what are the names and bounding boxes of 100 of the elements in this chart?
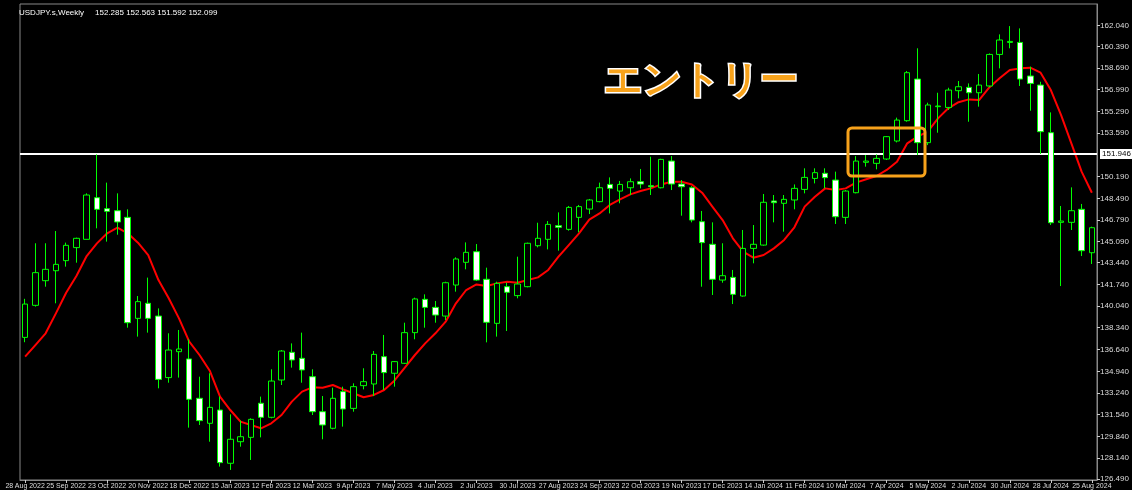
- candlestick: [524, 242, 531, 288]
- y-tick-label: 133.240: [1100, 388, 1130, 398]
- candlestick: [955, 80, 962, 99]
- candlestick: [514, 256, 521, 299]
- candlestick: [822, 167, 828, 189]
- candlestick: [781, 194, 787, 233]
- y-tick-label: 146.790: [1100, 215, 1130, 225]
- candlestick: [299, 332, 305, 384]
- y-tick-label: 155.290: [1100, 106, 1130, 116]
- candlestick: [863, 154, 869, 168]
- candlestick: [504, 282, 510, 332]
- candlestick: [350, 382, 357, 413]
- candlestick: [278, 349, 285, 386]
- candlestick: [709, 221, 716, 296]
- candlestick: [83, 192, 90, 240]
- candlestick: [1027, 66, 1034, 112]
- candlestick: [791, 183, 798, 210]
- y-tick-label: 145.090: [1100, 236, 1130, 246]
- candlestick: [165, 332, 172, 384]
- y-tick-label: 141.740: [1100, 279, 1130, 289]
- candlestick: [268, 368, 275, 419]
- candlestick: [330, 387, 336, 430]
- y-tick-label: 134.940: [1100, 366, 1130, 376]
- y-tick-label: 126.490: [1100, 474, 1130, 484]
- candlestick: [340, 386, 346, 428]
- candlestick: [648, 156, 654, 196]
- chart-subtitle: 152.285 152.563 151.592 152.099: [95, 7, 218, 17]
- candlestick: [730, 269, 736, 305]
- candlestick: [227, 413, 234, 471]
- candlestick: [217, 396, 223, 468]
- candlestick: [873, 153, 880, 170]
- candlestick: [566, 205, 572, 232]
- candlestick: [740, 229, 746, 298]
- candlestick: [945, 87, 952, 111]
- y-tick-label: 158.690: [1100, 63, 1130, 73]
- candlestick: [237, 420, 244, 448]
- candlestick: [422, 293, 428, 329]
- candlestick: [124, 208, 131, 329]
- candlestick: [1058, 205, 1064, 287]
- candlestick: [63, 242, 69, 268]
- candlestick: [258, 396, 264, 438]
- candlestick: [155, 307, 162, 389]
- candlestick: [966, 82, 972, 123]
- candlestick: [360, 367, 367, 390]
- candlestick: [535, 222, 541, 248]
- candlestick: [145, 277, 151, 334]
- candlestick: [996, 33, 1003, 69]
- candlestick: [627, 177, 634, 196]
- candlestick: [986, 52, 993, 88]
- candlestick: [196, 376, 203, 426]
- candlestick: [32, 242, 39, 308]
- candlestick: [42, 242, 49, 288]
- candlestick: [586, 198, 593, 215]
- candlestick: [73, 237, 80, 264]
- candlestick: [104, 182, 110, 243]
- annotation: エントリー: [603, 56, 798, 101]
- candlestick: [371, 350, 377, 397]
- candlestick: [637, 168, 644, 189]
- candlestick: [135, 295, 141, 338]
- y-tick-label: 138.340: [1100, 323, 1130, 333]
- candlestick: [1017, 27, 1023, 87]
- candlestick: [1089, 226, 1095, 265]
- candlestick: [391, 360, 398, 388]
- candlestick: [750, 224, 757, 264]
- candlestick: [1078, 203, 1085, 257]
- candlestick: [832, 171, 839, 225]
- ref-line-label: 151.946: [1102, 149, 1132, 159]
- candlestick: [596, 182, 603, 203]
- candlestick: [432, 300, 439, 324]
- y-tick-label: 140.040: [1100, 301, 1130, 311]
- candlestick: [545, 220, 551, 250]
- candlestick: [935, 92, 941, 134]
- candlestick: [699, 210, 705, 288]
- candlestick: [114, 192, 121, 236]
- candlestick: [719, 242, 726, 284]
- y-tick-label: 153.590: [1100, 128, 1130, 138]
- candlestick: [658, 158, 664, 189]
- candlestick: [207, 372, 213, 443]
- candlestick: [473, 243, 480, 282]
- y-tick-label: 131.540: [1100, 410, 1130, 419]
- candlestick: [319, 395, 326, 440]
- candlestick: [176, 329, 182, 379]
- candlestick: [289, 342, 295, 369]
- y-tick-label: 162.040: [1100, 20, 1130, 30]
- candlestick: [904, 70, 910, 123]
- candlestick: [976, 73, 982, 108]
- chart-title: USDJPY.s,Weekly: [19, 7, 85, 17]
- line-series: [24, 66, 1093, 430]
- y-tick-label: 129.840: [1100, 431, 1130, 441]
- candlestick: [689, 185, 695, 223]
- candlestick: [186, 338, 192, 429]
- candlestick: [555, 211, 562, 252]
- candlestick: [453, 256, 459, 293]
- candlestick: [883, 135, 890, 161]
- candlestick: [576, 204, 582, 233]
- y-tick-label: 156.990: [1100, 85, 1130, 95]
- candlestick: [483, 267, 490, 343]
- candlestick: [53, 230, 59, 304]
- candlestick: [925, 102, 931, 146]
- candlestick: [494, 281, 500, 338]
